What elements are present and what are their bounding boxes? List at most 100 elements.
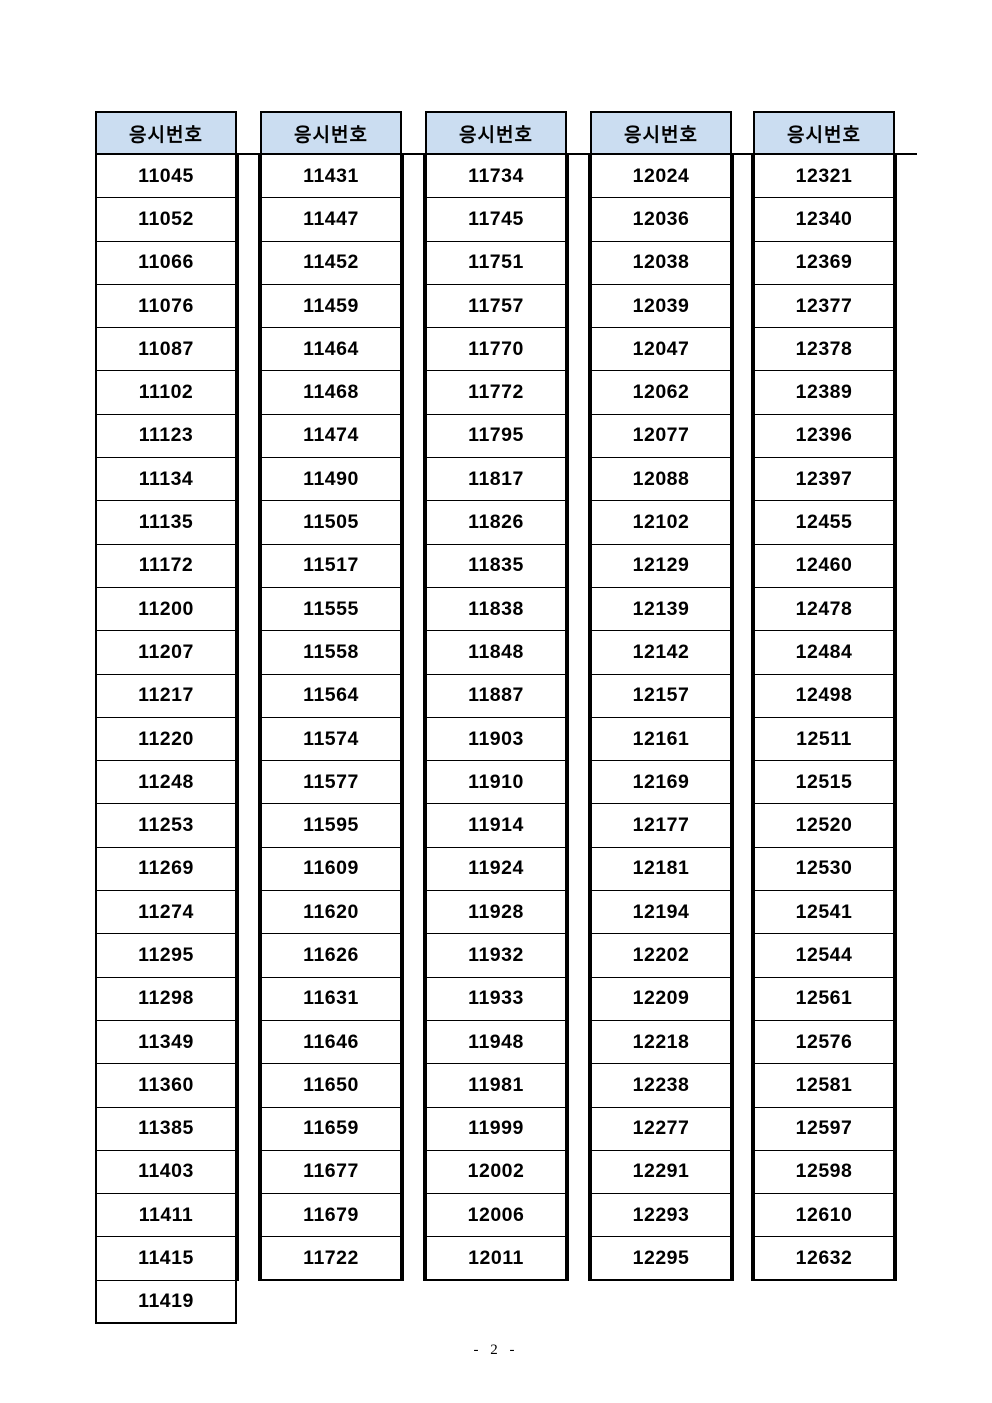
table-cell: 11207 <box>95 631 237 675</box>
table-cell: 11609 <box>260 847 402 892</box>
table-cell: 12484 <box>753 631 895 675</box>
table-cell: 11464 <box>260 328 402 372</box>
table-cell: 11385 <box>95 1107 237 1151</box>
table-cell: 12378 <box>753 328 895 372</box>
table-header: 응시번호 <box>425 111 567 155</box>
table-cell: 11217 <box>95 674 237 718</box>
table-cell: 11817 <box>425 458 567 502</box>
table-cell: 12038 <box>590 241 732 285</box>
applicant-number-table-2: 응시번호 11431 11447 11452 11459 11464 11468 11474… <box>260 111 402 1281</box>
table-gap-divider <box>567 153 590 1281</box>
table-cell: 11052 <box>95 198 237 242</box>
applicant-number-table-1: 응시번호 11045 11052 11066 11076 11087 11102 11123… <box>95 111 237 1325</box>
applicant-number-table-3: 응시번호 11734 11745 11751 11757 11770 11772 11795… <box>425 111 567 1281</box>
table-header: 응시번호 <box>753 111 895 155</box>
table-gap-divider <box>732 153 753 1281</box>
table-header: 응시번호 <box>590 111 732 155</box>
table-cell: 11298 <box>95 977 237 1021</box>
table-cell: 12238 <box>590 1064 732 1108</box>
table-cell: 12036 <box>590 198 732 242</box>
table-cell: 12610 <box>753 1194 895 1238</box>
table-cell: 11066 <box>95 241 237 285</box>
table-cell: 11595 <box>260 804 402 848</box>
table-cell: 12277 <box>590 1107 732 1151</box>
table-cell: 12511 <box>753 717 895 762</box>
table-cell: 12321 <box>753 155 895 199</box>
table-cell: 11087 <box>95 328 237 372</box>
table-cell: 11574 <box>260 717 402 762</box>
table-cell: 12576 <box>753 1020 895 1065</box>
table-cell: 12369 <box>753 241 895 285</box>
table-header: 응시번호 <box>95 111 237 155</box>
table-cell: 11848 <box>425 631 567 675</box>
table-cell: 12455 <box>753 501 895 545</box>
table-cell: 11948 <box>425 1020 567 1065</box>
table-cell: 12039 <box>590 284 732 329</box>
table-cell: 11910 <box>425 761 567 805</box>
table-gap-divider <box>402 153 425 1281</box>
table-cell: 12129 <box>590 544 732 588</box>
table-cell: 11349 <box>95 1020 237 1065</box>
table-cell: 12295 <box>590 1237 732 1281</box>
table-cell: 11447 <box>260 198 402 242</box>
table-cell: 12598 <box>753 1150 895 1195</box>
table-cell: 12389 <box>753 371 895 415</box>
table-cell: 12002 <box>425 1150 567 1195</box>
table-cell: 11220 <box>95 717 237 762</box>
table-cell: 11490 <box>260 458 402 502</box>
table-cell: 11932 <box>425 934 567 978</box>
table-cell: 11274 <box>95 891 237 935</box>
table-cell: 11626 <box>260 934 402 978</box>
table-cell: 11558 <box>260 631 402 675</box>
table-body: 11734 11745 11751 11757 11770 11772 11795 11817… <box>425 155 567 1281</box>
table-cell: 11253 <box>95 804 237 848</box>
table-cell: 11411 <box>95 1194 237 1238</box>
table-cell: 12209 <box>590 977 732 1021</box>
table-cell: 11795 <box>425 414 567 459</box>
table-cell: 11650 <box>260 1064 402 1108</box>
table-cell: 12340 <box>753 198 895 242</box>
table-cell: 11577 <box>260 761 402 805</box>
table-cell: 12530 <box>753 847 895 892</box>
table-cell: 12293 <box>590 1194 732 1238</box>
table-cell: 11620 <box>260 891 402 935</box>
table-cell: 12460 <box>753 544 895 588</box>
table-cell: 11134 <box>95 458 237 502</box>
table-cell: 11928 <box>425 891 567 935</box>
table-header: 응시번호 <box>260 111 402 155</box>
table-cell: 11772 <box>425 371 567 415</box>
table-cell: 11981 <box>425 1064 567 1108</box>
table-cell: 12291 <box>590 1150 732 1195</box>
table-cell: 12024 <box>590 155 732 199</box>
table-cell: 12541 <box>753 891 895 935</box>
table-cell: 11419 <box>95 1280 237 1325</box>
table-cell: 11677 <box>260 1150 402 1195</box>
table-cell: 11734 <box>425 155 567 199</box>
table-cell: 12102 <box>590 501 732 545</box>
table-body: 12321 12340 12369 12377 12378 12389 12396 12397… <box>753 155 895 1281</box>
table-cell: 11102 <box>95 371 237 415</box>
table-cell: 11770 <box>425 328 567 372</box>
table-cell: 12194 <box>590 891 732 935</box>
table-cell: 11505 <box>260 501 402 545</box>
table-cell: 12396 <box>753 414 895 459</box>
table-cell: 12157 <box>590 674 732 718</box>
table-cell: 12544 <box>753 934 895 978</box>
table-cell: 11172 <box>95 544 237 588</box>
table-cell: 12139 <box>590 587 732 632</box>
table-cell: 11933 <box>425 977 567 1021</box>
table-cell: 11924 <box>425 847 567 892</box>
table-cell: 11474 <box>260 414 402 459</box>
table-cell: 12218 <box>590 1020 732 1065</box>
applicant-number-table-5: 응시번호 12321 12340 12369 12377 12378 12389 12396… <box>753 111 895 1281</box>
table-cell: 12632 <box>753 1237 895 1281</box>
applicant-number-table-4: 응시번호 12024 12036 12038 12039 12047 12062 12077… <box>590 111 732 1281</box>
table-body: 11045 11052 11066 11076 11087 11102 11123 11134… <box>95 155 237 1325</box>
table-cell: 11269 <box>95 847 237 892</box>
table-cell: 11045 <box>95 155 237 199</box>
table-cell: 11826 <box>425 501 567 545</box>
page-number: - 2 - <box>473 1342 519 1358</box>
table-cell: 11757 <box>425 284 567 329</box>
table-cell: 11887 <box>425 674 567 718</box>
table-cell: 12077 <box>590 414 732 459</box>
